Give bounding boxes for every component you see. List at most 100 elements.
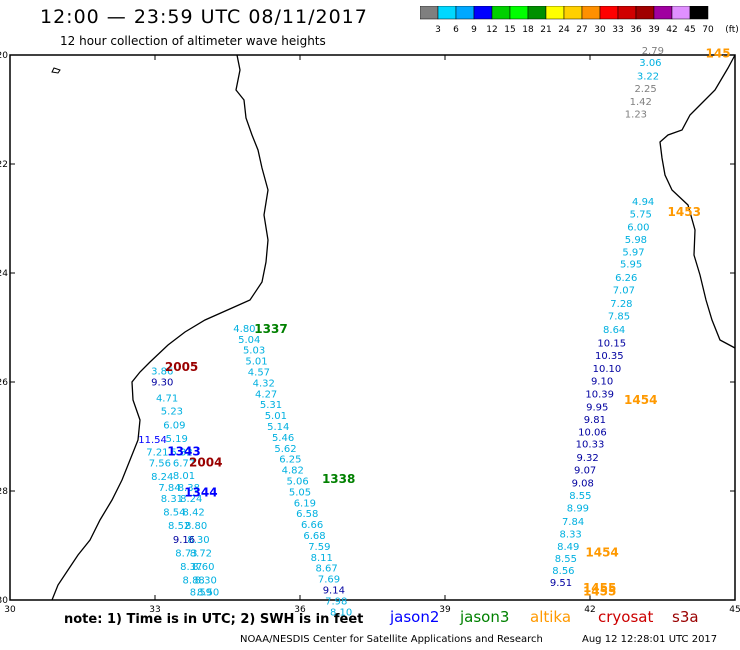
x-tick-label: 42 xyxy=(584,605,595,615)
color-label: 30 xyxy=(594,25,606,35)
wave-height-value: 8.55 xyxy=(569,491,591,502)
wave-height-value: 5.32 xyxy=(170,448,192,459)
track-pass-label: 1454 xyxy=(585,545,618,559)
wave-height-value: 5.05 xyxy=(289,487,311,498)
wave-height-value: 5.01 xyxy=(245,357,267,368)
footer-note: note: 1) Time is in UTC; 2) SWH is in fe… xyxy=(64,612,364,627)
wave-height-value: 4.82 xyxy=(282,466,304,477)
track-pass-label: 145 xyxy=(706,47,731,61)
wave-height-value: 5.75 xyxy=(630,209,652,220)
wave-height-value: 9.10 xyxy=(591,377,613,388)
wave-height-value: 5.95 xyxy=(620,260,642,271)
color-label: 24 xyxy=(558,25,570,35)
wave-height-value: 6.66 xyxy=(301,520,323,531)
y-tick-label: -24 xyxy=(0,269,8,279)
coastline-madagascar xyxy=(659,54,736,349)
wave-height-value: 8.67 xyxy=(315,564,337,575)
x-tick-label: 36 xyxy=(294,605,306,615)
wave-height-value: 10.33 xyxy=(576,439,605,450)
wave-height-value: 8.80 xyxy=(185,521,207,532)
wave-height-value: 7.84 xyxy=(158,483,180,494)
wave-height-value: 8.99 xyxy=(567,504,589,515)
wave-height-value: 6.19 xyxy=(294,498,316,509)
color-label: 12 xyxy=(486,25,497,35)
wave-height-value: 7.56 xyxy=(149,458,171,469)
y-tick-label: -26 xyxy=(0,378,8,388)
color-unit: (ft) xyxy=(725,25,739,35)
wave-height-value: 8.24 xyxy=(180,494,202,505)
wave-height-value: 8.11 xyxy=(311,553,333,564)
wave-height-value: 5.01 xyxy=(265,411,287,422)
wave-height-value: 8.49 xyxy=(557,542,579,553)
wave-height-value: 9.51 xyxy=(550,578,572,589)
color-label: 21 xyxy=(540,25,551,35)
wave-height-value: 9.08 xyxy=(572,479,594,490)
wave-height-value: 2.25 xyxy=(634,84,656,95)
color-label: 18 xyxy=(522,25,534,35)
wave-height-points: 4.805.045.035.014.574.324.275.315.015.14… xyxy=(138,46,664,618)
wave-height-value: 8.50 xyxy=(197,588,219,599)
wave-height-value: 6.58 xyxy=(296,509,318,520)
y-tick-label: -22 xyxy=(0,160,8,170)
x-tick-label: 33 xyxy=(149,605,160,615)
track-pass-label: 1344 xyxy=(184,485,217,499)
wave-height-value: 7.84 xyxy=(562,517,584,528)
wave-height-value: 2.79 xyxy=(642,46,664,57)
wave-height-value: 10.06 xyxy=(578,427,607,438)
wave-height-value: 6.68 xyxy=(303,531,325,542)
wave-height-value: 7.28 xyxy=(610,299,632,310)
track-pass-label: 1453 xyxy=(668,205,701,219)
track-labels: 1337133820052004134313441453145414541455… xyxy=(165,47,731,599)
wave-height-value: 11.54 xyxy=(138,435,167,446)
wave-height-value: 5.31 xyxy=(260,400,282,411)
wave-height-value: 8.01 xyxy=(173,471,195,482)
wave-height-value: 3.86 xyxy=(151,366,173,377)
plot-frame xyxy=(9,54,736,601)
coastline-africa xyxy=(51,54,269,601)
wave-height-value: 5.46 xyxy=(272,433,294,444)
wave-height-value: 8.59 xyxy=(190,588,212,599)
color-label: 36 xyxy=(630,25,642,35)
color-swatch xyxy=(689,6,709,20)
wave-height-value: 5.23 xyxy=(161,407,183,418)
wave-height-value: 8.54 xyxy=(163,508,185,519)
color-label: 45 xyxy=(684,25,695,35)
wave-height-value: 8.88 xyxy=(183,576,205,587)
wave-height-value: 10.39 xyxy=(585,389,614,400)
wave-height-value: 1.42 xyxy=(630,97,652,108)
wave-height-value: 6.25 xyxy=(279,455,301,466)
wave-height-value: 5.98 xyxy=(625,235,647,246)
wave-height-value: 9.30 xyxy=(151,377,173,388)
wave-height-value: 3.06 xyxy=(639,58,661,69)
y-tick-label: -20 xyxy=(0,51,8,61)
wave-height-value: 9.95 xyxy=(586,402,608,413)
track-pass-label: 1454 xyxy=(624,393,657,407)
wave-height-value: 8.64 xyxy=(603,325,625,336)
wave-height-value: 6.77 xyxy=(173,458,195,469)
wave-height-value: 8.10 xyxy=(330,607,352,618)
legend-cryosat: cryosat xyxy=(598,608,654,626)
lake-outline xyxy=(51,67,61,74)
wave-height-value: 5.03 xyxy=(243,346,265,357)
legend-s3a: s3a xyxy=(672,608,699,626)
color-label: 70 xyxy=(702,25,714,35)
wave-height-value: 9.81 xyxy=(584,415,606,426)
legend-altika: altika xyxy=(530,608,572,626)
color-scale-bar: 3 6 9 12 15 18 21 24 27 30 33 36 39 42 45 70 (ft) xyxy=(420,6,739,35)
x-tick-label: 45 xyxy=(729,605,740,615)
wave-height-value: 8.30 xyxy=(187,535,209,546)
wave-height-value: 9.16 xyxy=(173,535,195,546)
wave-height-value: 8.30 xyxy=(195,576,217,587)
wave-height-value: 8.73 xyxy=(175,548,197,559)
wave-height-value: 7.21 xyxy=(146,448,168,459)
y-tick-label: -30 xyxy=(0,596,8,606)
wave-height-value: 8.24 xyxy=(151,472,173,483)
axis-ticks: 30 33 36 39 42 45 -20 -22 -24 -26 -28 -30 xyxy=(0,51,740,615)
track-pass-label: 1343 xyxy=(167,445,200,459)
wave-height-value: 5.14 xyxy=(267,422,289,433)
wave-height-value: 7.98 xyxy=(325,596,347,607)
wave-height-value: 6.26 xyxy=(615,273,637,284)
wave-height-value: 7.85 xyxy=(608,311,630,322)
color-label: 33 xyxy=(612,25,623,35)
